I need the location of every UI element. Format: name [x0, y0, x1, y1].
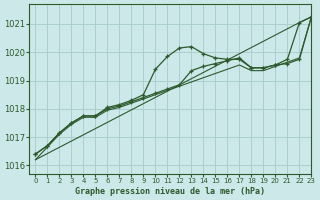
X-axis label: Graphe pression niveau de la mer (hPa): Graphe pression niveau de la mer (hPa)	[76, 187, 265, 196]
